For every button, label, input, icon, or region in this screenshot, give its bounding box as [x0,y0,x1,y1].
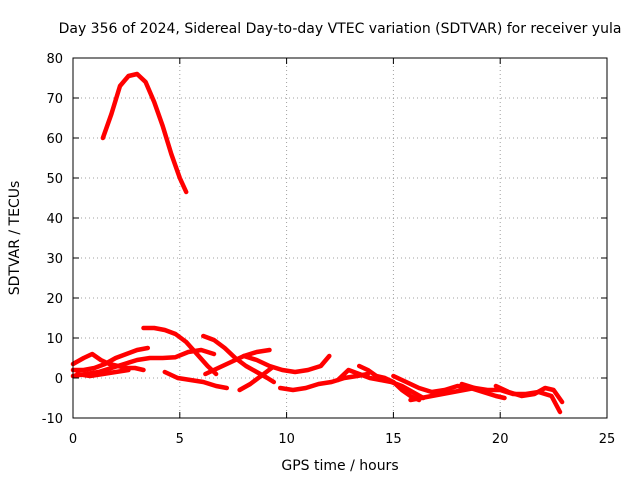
y-tick-label: 50 [46,172,63,187]
y-axis-title: SDTVAR / TECUs [7,181,23,296]
series-line-arc-k [277,371,371,393]
x-tick-label: 5 [176,432,184,447]
y-tick-label: -10 [42,412,63,427]
series-line-arc-j [241,353,332,375]
series-line-arc-m [356,363,422,403]
ticks: 0 5 10 15 20 25 -10 0 10 20 30 40 50 60 70 80 [42,52,616,447]
x-tick-label: 20 [492,432,509,447]
chart-title: Day 356 of 2024, Sidereal Day-to-day VTE… [59,21,622,37]
y-tick-label: 10 [46,332,63,347]
y-tick-label: 60 [46,132,63,147]
plot-frame [72,57,608,419]
y-tick-label: 70 [46,92,63,107]
series-line-arc-n [391,373,507,401]
x-tick-label: 15 [385,432,402,447]
y-tick-label: 0 [55,372,63,387]
x-tick-label: 0 [69,432,77,447]
series-layer [70,71,565,415]
series-line-arc-d [75,367,131,379]
series-line-arc-h [203,347,272,377]
series-line-arc-o [408,385,477,403]
y-tick-label: 30 [46,252,63,267]
series-line-arc-c [70,345,151,373]
series-line-arc-i [237,365,274,393]
x-axis-title: GPS time / hours [281,458,398,474]
y-tick-label: 80 [46,52,63,67]
x-tick-label: 10 [278,432,295,447]
x-tick-label: 25 [599,432,616,447]
y-tick-label: 40 [46,212,63,227]
series-line-arc-l [335,367,426,401]
series-line-arc-e [141,325,219,377]
series-line-arc-high [100,71,189,195]
series-line-arc-b [70,347,217,379]
grid [73,58,607,418]
series-line-arc-g [201,333,277,385]
series-line-arc-q [493,383,565,405]
y-tick-label: 20 [46,292,63,307]
series-line-arc-f [162,369,230,391]
